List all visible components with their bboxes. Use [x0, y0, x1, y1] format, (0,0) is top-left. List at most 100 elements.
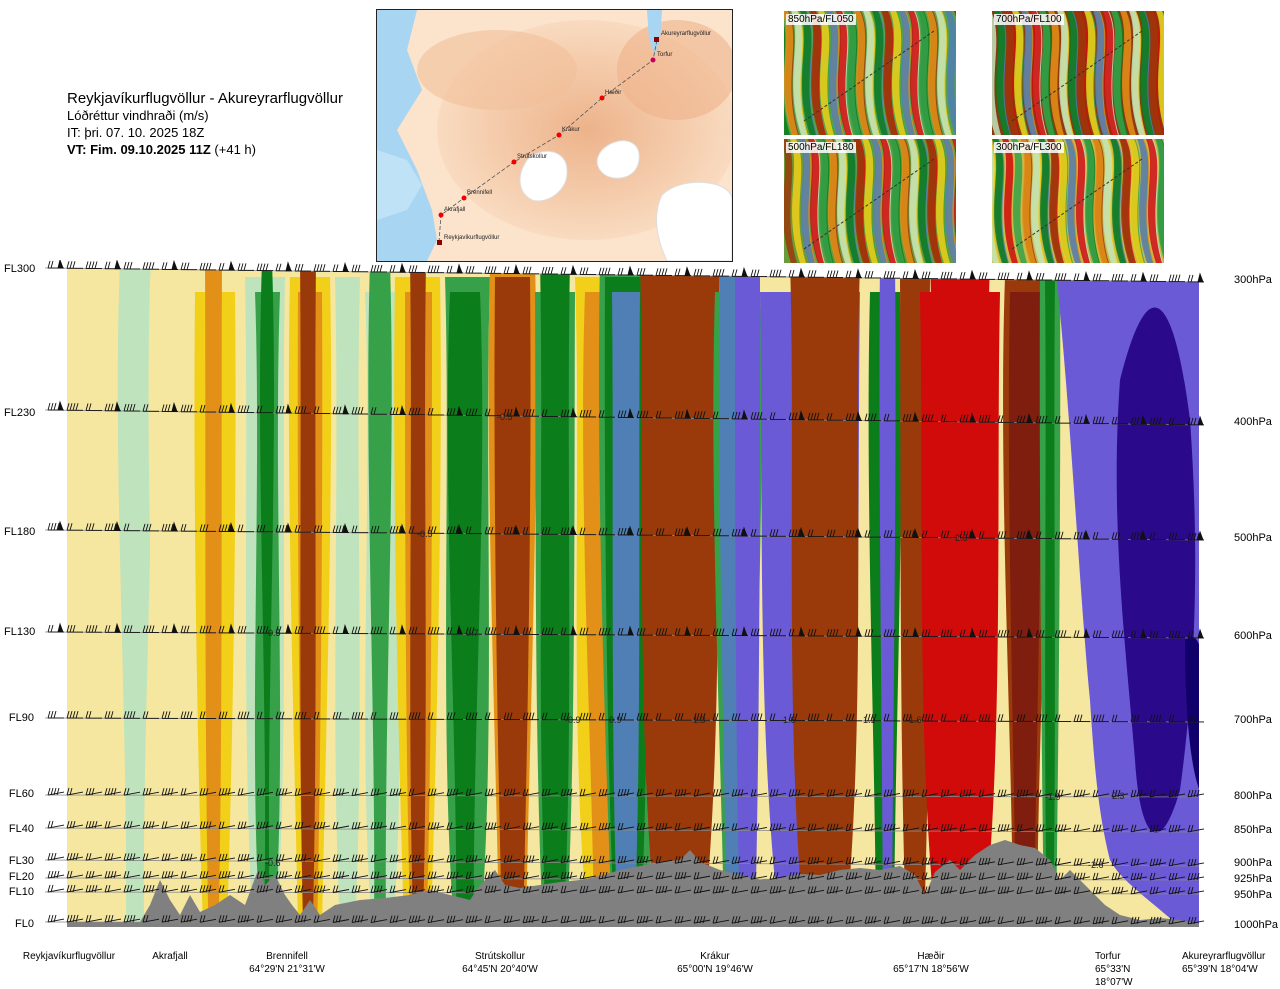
wind-barb: [294, 788, 312, 796]
wind-barb: [750, 412, 767, 420]
wind-barb: [1187, 530, 1204, 541]
map-label-haedir: Hæðir: [605, 89, 621, 96]
wind-barb: [1149, 824, 1167, 833]
wind-barb: [522, 871, 540, 880]
wind-barb: [674, 266, 691, 277]
wind-barb: [617, 525, 634, 536]
wind-barb: [47, 870, 65, 879]
wind-barb: [408, 871, 426, 880]
wind-barb: [826, 713, 843, 722]
wind-barb: [978, 886, 996, 895]
wind-barb: [674, 408, 691, 419]
wind-barb: [256, 885, 274, 893]
location-name: Hæðir: [917, 951, 945, 962]
wind-barb: [1016, 824, 1034, 832]
field-stripe: [1074, 139, 1090, 263]
wind-barb: [826, 872, 844, 880]
waypoint-krakur-marker: [556, 132, 562, 138]
wind-barb: [180, 404, 197, 413]
wind-barb: [161, 915, 179, 923]
wind-barb: [560, 524, 577, 535]
wind-barb: [579, 915, 597, 924]
wind-barb: [522, 855, 540, 863]
wind-barb: [370, 407, 387, 415]
wind-barb: [560, 712, 577, 721]
wind-barb: [750, 789, 768, 797]
wind-barb: [199, 524, 216, 532]
wind-barb: [921, 530, 938, 539]
wind-barb: [408, 407, 425, 416]
wind-barb: [655, 822, 673, 831]
wind-barb: [47, 884, 65, 893]
field-stripe: [817, 139, 833, 263]
wind-barb: [674, 856, 692, 864]
wind-barb: [1111, 858, 1129, 866]
wind-barb: [465, 855, 483, 863]
wind-barb: [484, 266, 501, 274]
wind-barb: [180, 711, 197, 719]
wind-barb: [332, 885, 350, 893]
wind-barb: [1111, 824, 1129, 833]
wind-barb: [826, 413, 843, 421]
wind-barb: [237, 788, 255, 796]
wind-barb: [959, 916, 977, 925]
wind-barb: [864, 857, 882, 865]
wind-barb: [1035, 531, 1052, 540]
wind-barb: [313, 406, 330, 414]
wind-barb: [864, 886, 882, 894]
wind-barb: [408, 788, 426, 797]
thumbnail-300hpa-field: [992, 139, 1164, 263]
wind-barb: [712, 856, 730, 864]
field-stripe: [809, 11, 825, 135]
wind-barb: [218, 788, 236, 796]
wind-barb: [1035, 415, 1052, 424]
wind-barb: [560, 885, 578, 894]
wind-barb: [218, 885, 236, 893]
wind-barb: [313, 915, 331, 923]
thumbnail-500hpa[interactable]: 500hPa/FL180: [784, 139, 956, 263]
field-stripe: [1137, 139, 1153, 263]
thumbnail-500hpa-field: [784, 139, 956, 263]
wind-barb: [465, 265, 482, 274]
wind-barb: [47, 622, 64, 633]
wind-barb: [655, 628, 672, 636]
wind-barb: [484, 855, 502, 863]
wind-barb: [142, 821, 160, 829]
hpa-label: 400hPa: [1234, 416, 1272, 428]
wind-barb: [85, 625, 102, 633]
wind-barb: [161, 788, 179, 796]
wind-barb: [104, 521, 121, 531]
wind-barb: [997, 824, 1015, 832]
wind-barb: [237, 915, 255, 923]
wind-barb: [845, 713, 862, 722]
wind-barb: [47, 400, 64, 411]
wind-barb: [522, 822, 540, 831]
wind-barb: [123, 885, 141, 893]
wind-barb: [807, 529, 824, 538]
wind-barb: [313, 711, 330, 720]
wind-barb: [389, 712, 406, 720]
wind-barb: [826, 270, 843, 278]
thumbnail-850hpa[interactable]: 850hPa/FL050: [784, 11, 956, 135]
field-stripe: [890, 11, 906, 135]
field-stripe: [881, 11, 897, 135]
thumbnail-300hpa[interactable]: 300hPa/FL300: [992, 139, 1164, 263]
thumbnail-700hpa[interactable]: 700hPa/FL100: [992, 11, 1164, 135]
wind-barb: [218, 521, 235, 532]
wind-barb: [674, 823, 692, 831]
field-stripe: [926, 11, 942, 135]
waypoint-akrafjall-marker: [438, 212, 444, 218]
wind-barb: [902, 886, 920, 894]
wind-barb: [275, 821, 293, 830]
contour-label: -1.9: [1045, 792, 1061, 802]
wind-barb: [237, 405, 254, 413]
wind-barb: [1016, 270, 1033, 281]
wind-barb: [864, 872, 882, 880]
wind-barb: [598, 885, 616, 894]
wind-barb: [731, 856, 749, 865]
field-stripe: [784, 24, 790, 135]
wind-barb: [598, 527, 615, 536]
wind-barb: [313, 854, 331, 862]
wind-barb: [218, 711, 235, 720]
wind-barb: [541, 822, 559, 831]
